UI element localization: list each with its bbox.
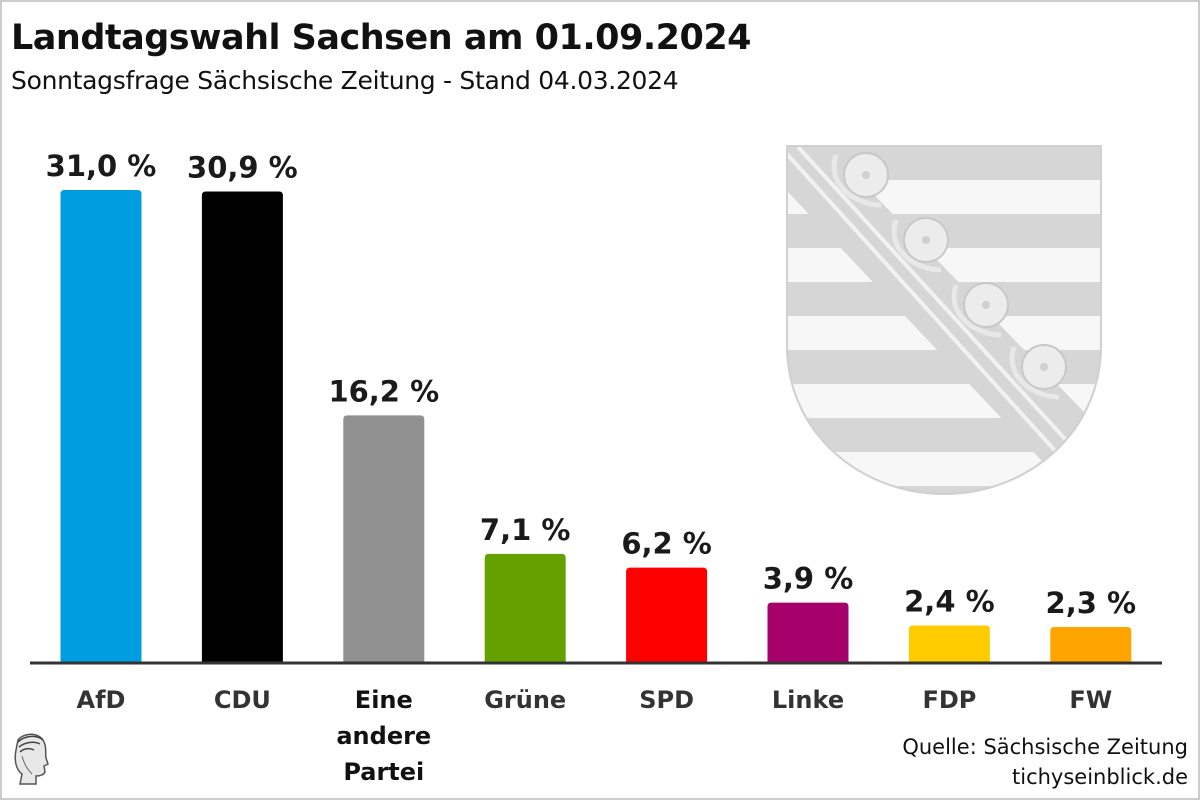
site-label: tichyseinblick.de xyxy=(1012,765,1188,789)
category-label: Linke xyxy=(772,686,844,714)
source-note: Quelle: Sächsische Zeitung tichyseinblic… xyxy=(902,732,1188,792)
bar-spd xyxy=(626,567,708,662)
value-label: 2,3 % xyxy=(1046,586,1137,620)
bar-cdu xyxy=(201,191,283,662)
chart-title: Landtagswahl Sachsen am 01.09.2024 xyxy=(11,18,752,58)
category-label: Partei xyxy=(343,758,424,786)
value-label: 6,2 % xyxy=(621,527,712,561)
bar-grüne xyxy=(484,553,566,662)
value-label: 16,2 % xyxy=(328,374,439,408)
value-label: 30,9 % xyxy=(187,151,298,185)
category-label: Eine xyxy=(355,686,413,714)
bar-linke xyxy=(767,602,849,662)
category-label: FW xyxy=(1069,686,1112,714)
value-label: 31,0 % xyxy=(46,149,157,183)
value-label: 2,4 % xyxy=(904,584,995,618)
category-label: CDU xyxy=(214,686,271,714)
bar-afd xyxy=(60,190,142,662)
saxony-coat-of-arms-icon xyxy=(786,145,1102,496)
value-label: 3,9 % xyxy=(763,562,854,596)
tichys-einblick-head-logo-icon xyxy=(14,733,49,785)
source-label: Quelle: Sächsische Zeitung xyxy=(902,735,1188,759)
category-label: andere xyxy=(336,722,431,750)
value-label: 7,1 % xyxy=(480,513,571,547)
category-label: SPD xyxy=(639,686,694,714)
bar-eine-andere-partei xyxy=(343,415,425,662)
bar-fdp xyxy=(908,625,990,662)
chart-subtitle: Sonntagsfrage Sächsische Zeitung - Stand… xyxy=(11,66,679,95)
category-label: AfD xyxy=(77,686,126,714)
category-label: Grüne xyxy=(484,686,566,714)
category-label: FDP xyxy=(922,686,976,714)
bar-fw xyxy=(1050,626,1132,662)
